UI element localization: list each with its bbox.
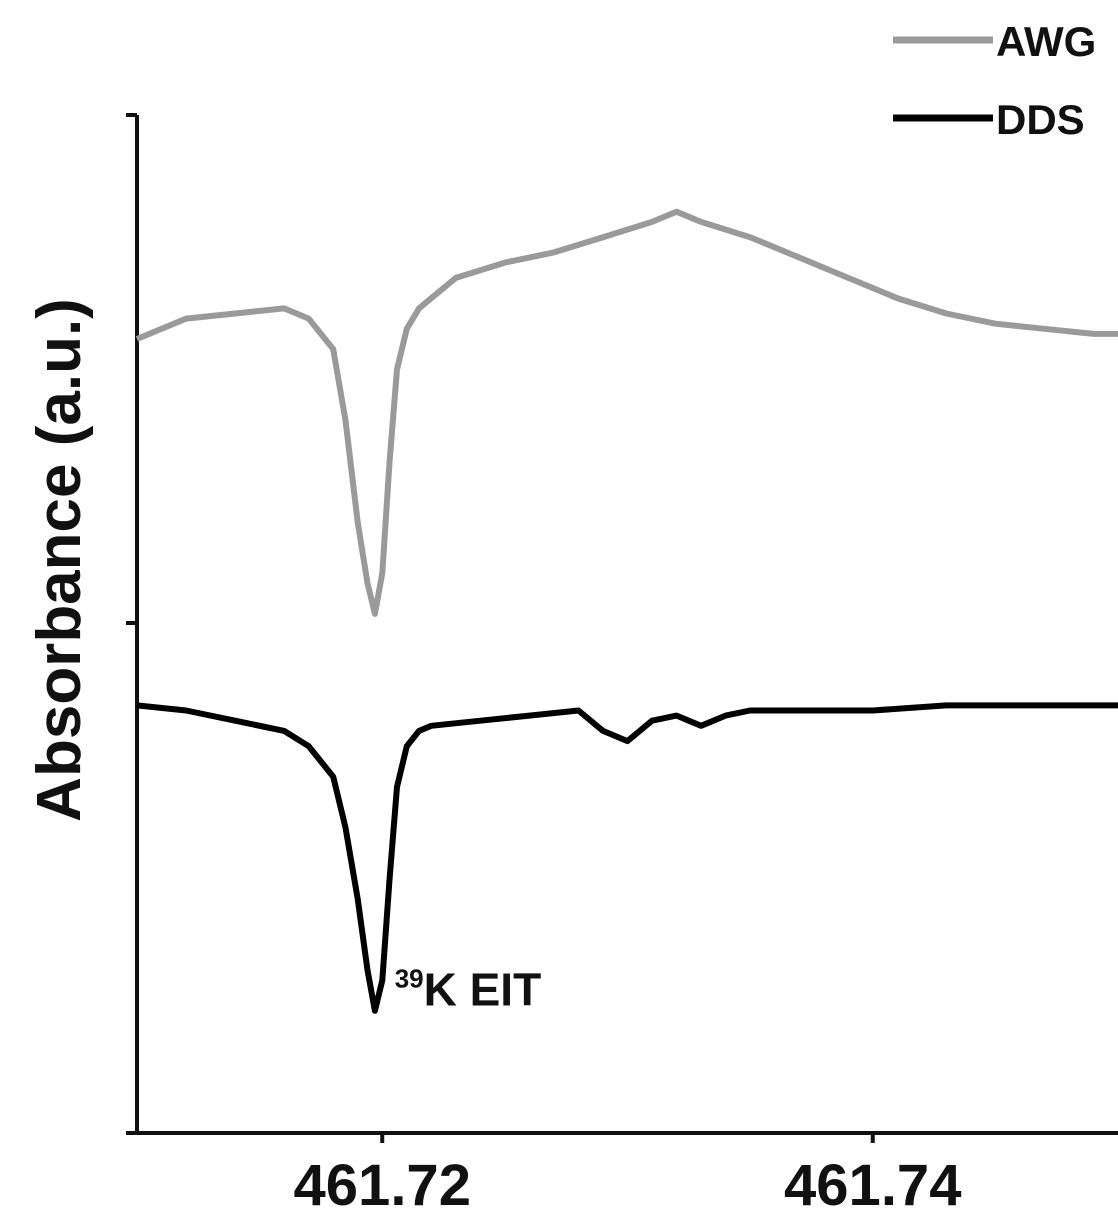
legend-label-awg: AWG (996, 18, 1096, 65)
x-ticks-group: 461.72 461.74 (294, 1133, 961, 1218)
y-axis-label: Absorbance (a.u.) (25, 298, 94, 822)
series-layer (135, 208, 1118, 1014)
annotation-text: K EIT (424, 964, 542, 1016)
legend-label-dds: DDS (996, 96, 1085, 143)
legend: AWG DDS (893, 18, 1096, 143)
series-line-dds (136, 702, 1118, 1014)
x-tick-label: 461.72 (294, 1153, 471, 1218)
series-line-awg (135, 208, 1118, 617)
annotation-superscript: 39 (395, 964, 424, 994)
eit-annotation: 39K EIT (395, 964, 541, 1016)
x-tick-label: 461.74 (784, 1153, 961, 1218)
axes-group (126, 113, 1118, 1135)
